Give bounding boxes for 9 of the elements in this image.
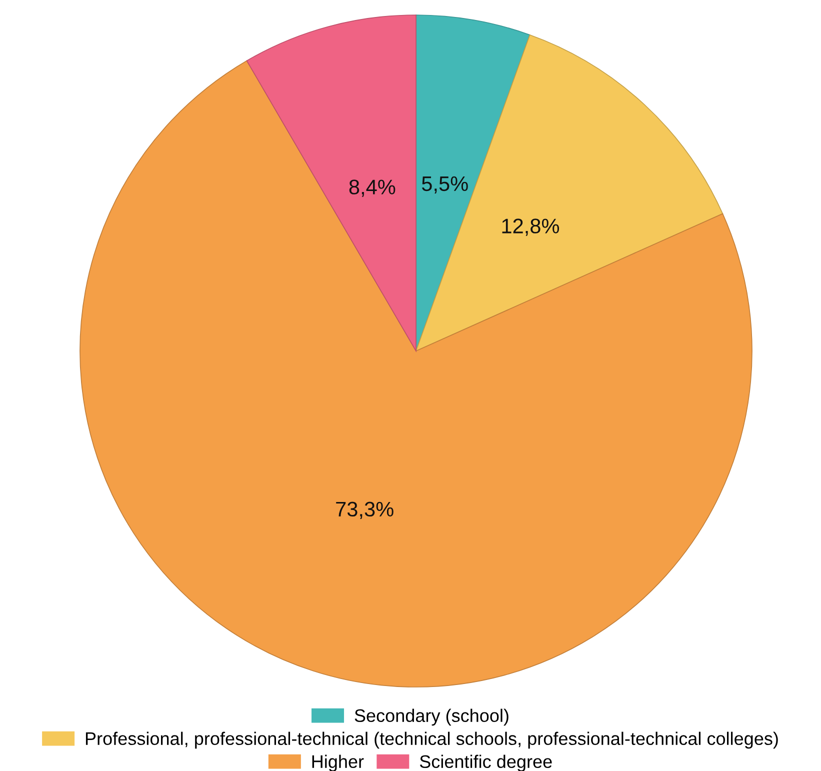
pie-slice [80,60,752,688]
data-label: 12,8% [502,218,560,236]
data-label: 73,3% [336,502,394,519]
legend-label: Professional, professional-technical (technical schools, professional-technical colleges) [86,732,778,749]
data-label: 5,5% [422,176,468,194]
data-label: 8,4% [349,180,396,197]
legend-label: Secondary (school) [354,708,508,726]
pie-slice [246,14,416,352]
pie-slice [416,34,724,352]
